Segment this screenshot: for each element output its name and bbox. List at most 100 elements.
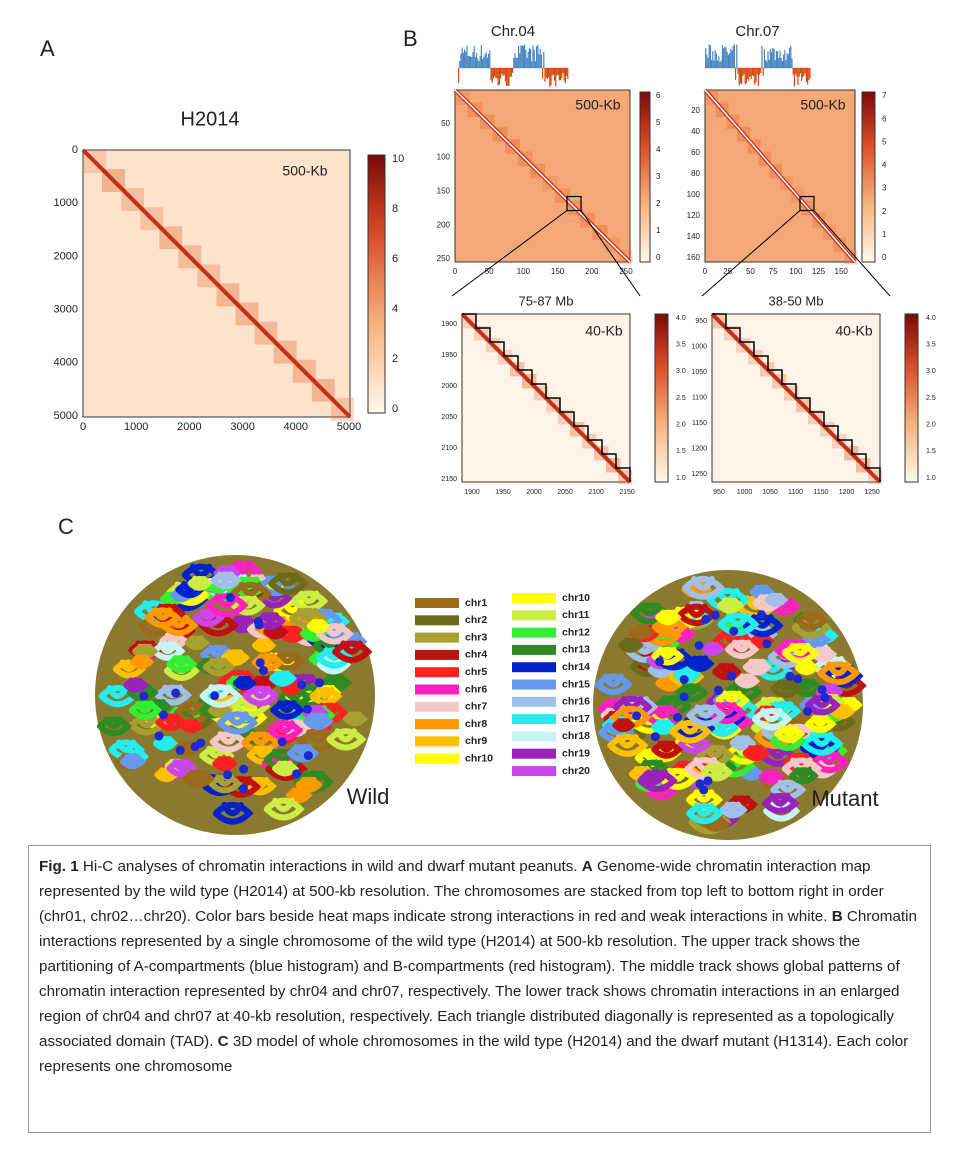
track-bar xyxy=(743,68,745,75)
zoom-title: 75-87 Mb xyxy=(519,293,574,308)
track-bar xyxy=(739,68,741,84)
chromatin-fiber xyxy=(770,679,803,699)
chromatin-fiber xyxy=(144,607,182,629)
resolution-label: 500-Kb xyxy=(800,97,845,113)
legend-swatch xyxy=(415,667,459,678)
centromere xyxy=(210,691,220,701)
track-bar xyxy=(521,45,523,68)
caption-bold: Fig. 1 xyxy=(39,858,79,875)
chromatin-fiber xyxy=(805,714,837,733)
track-bar xyxy=(500,68,502,79)
x-tick-label: 2100 xyxy=(588,489,604,496)
x-tick-label: 1100 xyxy=(788,489,803,496)
chromatin-fiber xyxy=(782,642,820,664)
chromatin-fiber xyxy=(607,733,649,757)
legend-label: chr2 xyxy=(465,614,487,626)
resolution-label: 40-Kb xyxy=(835,323,873,339)
track-bar xyxy=(510,68,512,77)
chromatin-fiber xyxy=(202,657,236,677)
chromatin-fiber xyxy=(210,571,242,590)
chromatin-fiber xyxy=(758,769,785,785)
track-bar xyxy=(771,52,773,68)
colorbar xyxy=(367,154,386,414)
track-bar xyxy=(524,44,526,68)
legend-label: chr9 xyxy=(465,735,487,747)
legend-swatch xyxy=(415,598,459,608)
track-bar xyxy=(485,52,487,68)
resolution-label: 500-Kb xyxy=(282,163,327,179)
legend-swatch xyxy=(512,696,556,707)
track-bar xyxy=(719,61,721,68)
centromere xyxy=(253,617,263,627)
track-bar xyxy=(709,45,711,68)
chromatin-fiber xyxy=(795,611,829,631)
track-bar xyxy=(751,68,753,76)
x-tick-label: 1200 xyxy=(839,489,855,496)
legend-label: chr10 xyxy=(465,752,493,764)
track-bar xyxy=(773,48,775,68)
centromere xyxy=(710,610,720,620)
track-bar xyxy=(725,47,727,68)
legend-swatch xyxy=(512,766,556,776)
track-bar xyxy=(538,54,540,68)
centromere xyxy=(154,731,164,741)
legend-label: chr12 xyxy=(562,626,590,638)
zoom-line xyxy=(451,210,568,297)
y-tick-label: 2000 xyxy=(441,383,457,390)
resolution-label: 40-Kb xyxy=(585,323,623,339)
y-tick-label: 200 xyxy=(437,220,451,229)
track-bar xyxy=(466,45,468,68)
track-bar xyxy=(792,68,794,76)
track-bar xyxy=(484,54,486,68)
track-bar xyxy=(723,48,725,68)
track-bar xyxy=(741,68,743,85)
colorbar-tick-label: 1.5 xyxy=(676,448,686,455)
chromatin-fiber xyxy=(788,767,819,785)
track-bar xyxy=(765,59,767,68)
centromere xyxy=(679,692,689,702)
legend-swatch xyxy=(415,719,459,730)
track-bar xyxy=(797,68,799,86)
chromatin-fiber xyxy=(270,651,306,672)
centromere xyxy=(223,770,233,780)
panel-label: B xyxy=(403,26,418,51)
chromatin-fiber xyxy=(96,716,133,737)
track-bar xyxy=(748,68,750,81)
track-bar xyxy=(555,68,557,87)
track-bar xyxy=(562,68,564,74)
track-bar xyxy=(778,57,780,68)
y-tick-label: 20 xyxy=(691,106,700,115)
track-bar xyxy=(783,54,785,68)
centromere xyxy=(785,671,795,681)
y-tick-label: 60 xyxy=(691,148,700,157)
track-bar xyxy=(509,68,511,77)
x-tick-label: 0 xyxy=(453,267,458,276)
colorbar-tick-label: 7 xyxy=(882,91,887,100)
centromere xyxy=(756,610,766,620)
centromere xyxy=(713,685,723,695)
track-bar xyxy=(767,51,769,68)
track-bar xyxy=(726,51,728,68)
centromere xyxy=(699,785,709,795)
colorbar-tick-label: 8 xyxy=(392,203,398,215)
chromatin-fiber xyxy=(742,745,770,762)
track-bar xyxy=(763,49,765,68)
track-bar xyxy=(712,51,714,68)
x-tick-label: 1050 xyxy=(762,489,778,496)
track-bar xyxy=(768,59,770,68)
track-bar xyxy=(556,68,558,76)
track-bar xyxy=(802,68,804,78)
caption-bold: B xyxy=(831,908,843,925)
track-bar xyxy=(747,68,749,80)
track-bar xyxy=(503,68,505,75)
track-bar xyxy=(769,49,771,68)
chromatin-fiber xyxy=(655,609,682,626)
colorbar-tick-label: 2 xyxy=(656,199,661,208)
track-bar xyxy=(737,68,739,74)
track-bar xyxy=(759,68,761,75)
chromatin-fiber xyxy=(701,642,725,657)
chromatin-fiber xyxy=(309,686,343,706)
track-bar xyxy=(526,57,528,68)
x-tick-label: 100 xyxy=(789,267,803,276)
track-bar xyxy=(528,48,530,68)
